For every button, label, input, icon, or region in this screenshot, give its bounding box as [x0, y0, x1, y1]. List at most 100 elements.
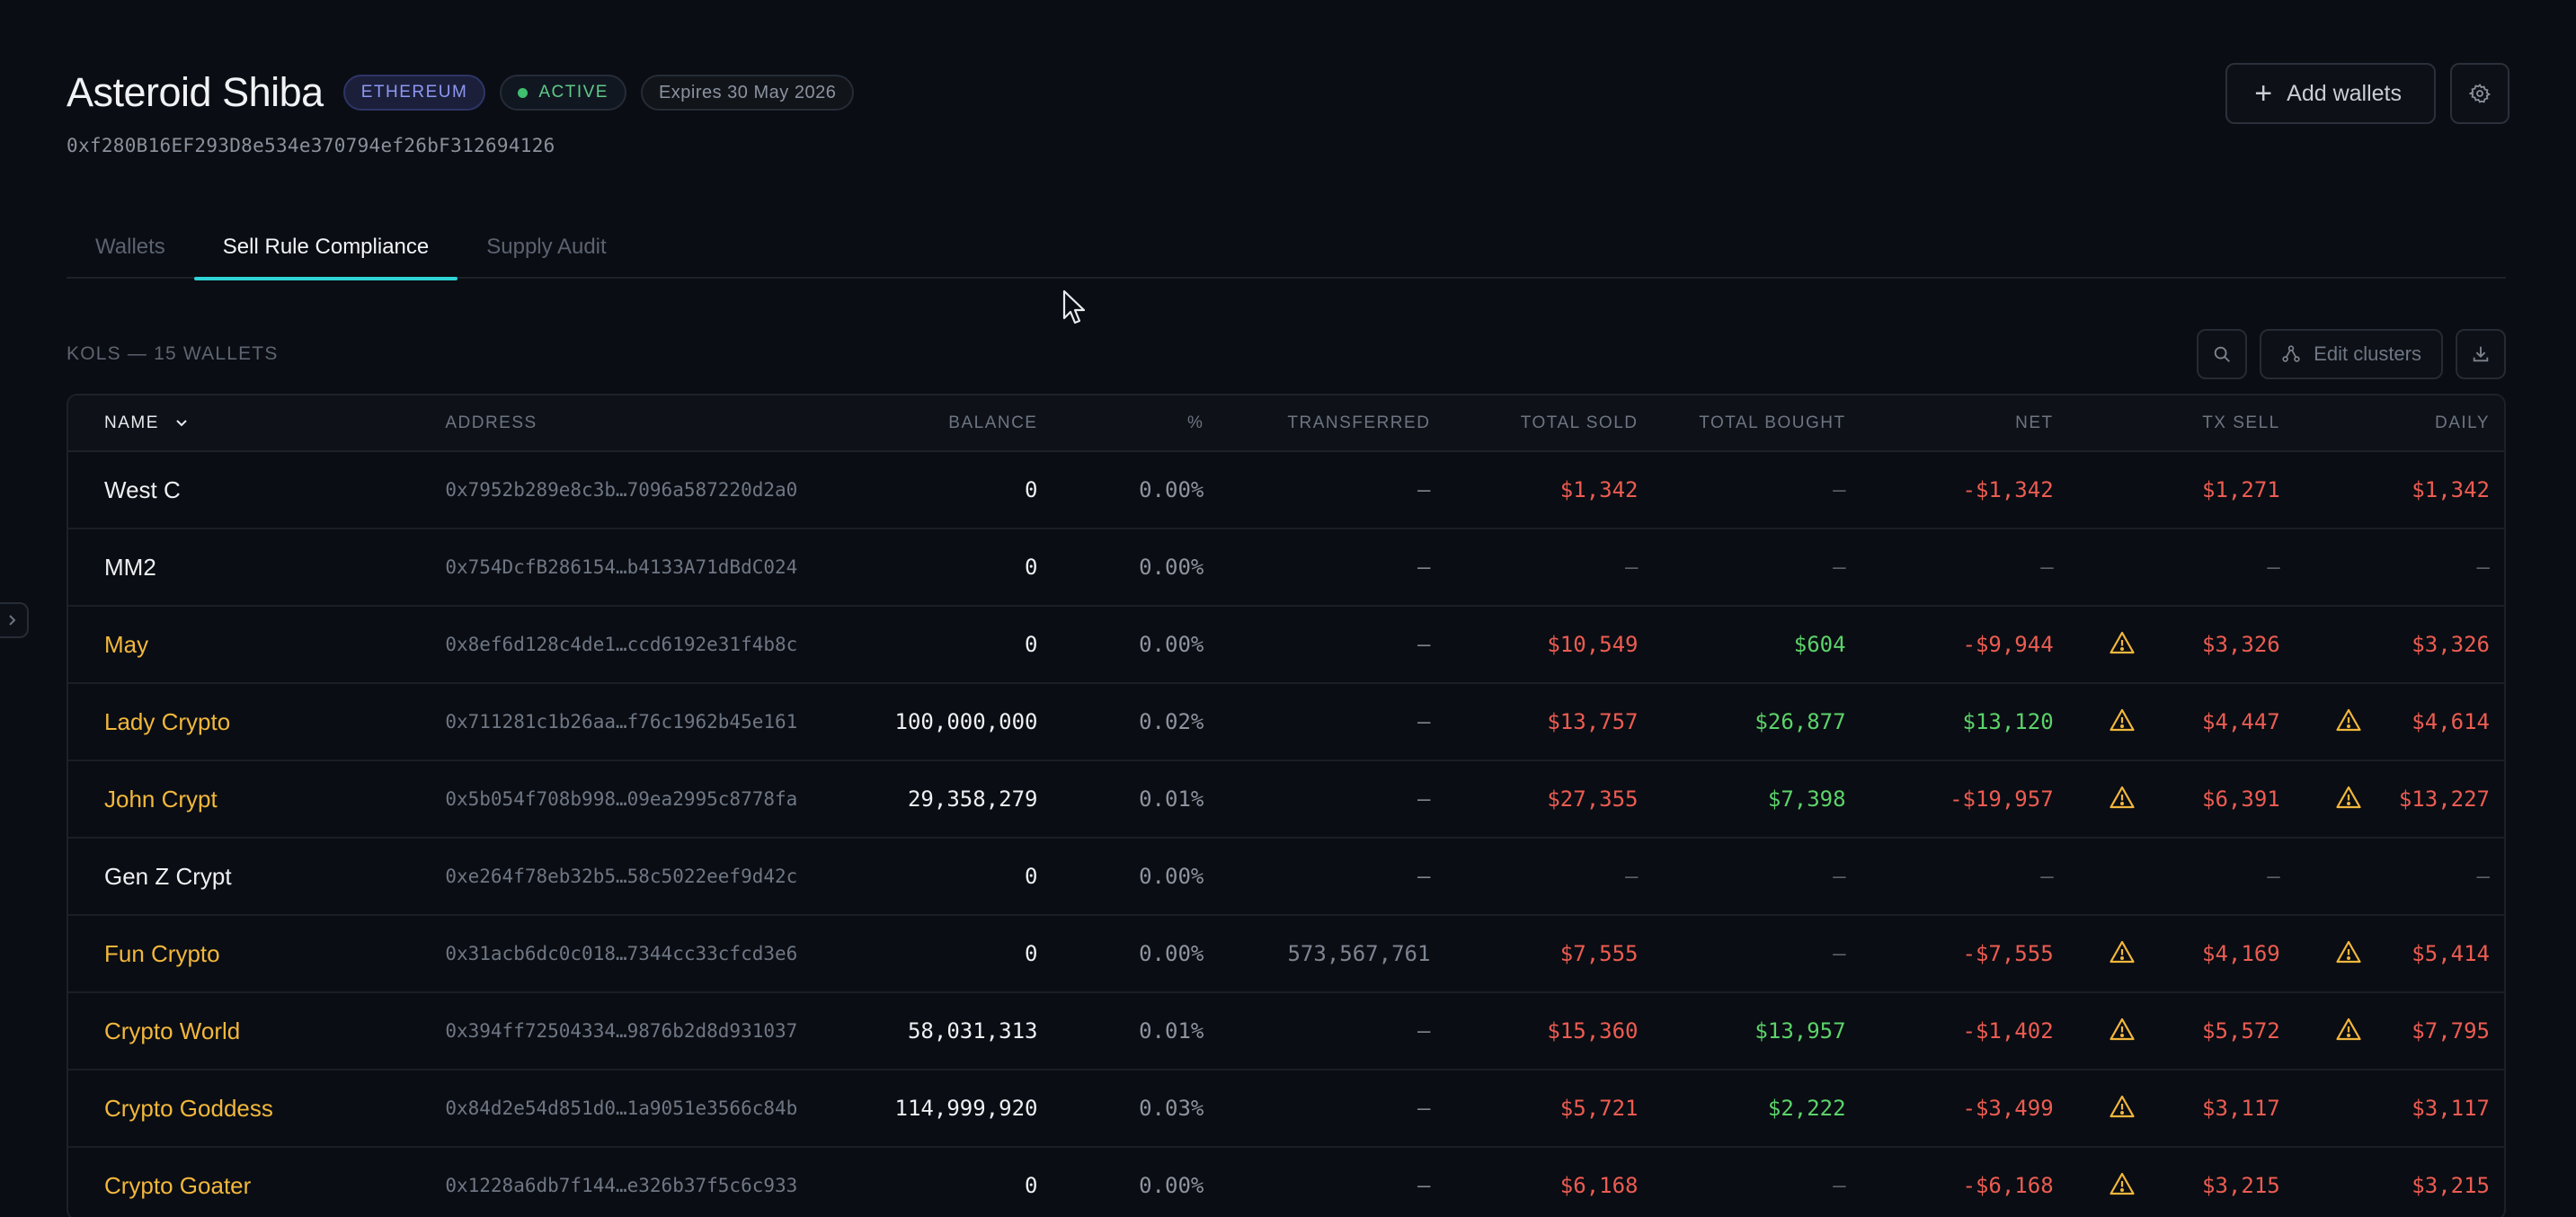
chevron-right-icon [9, 615, 16, 626]
percent-cell: 0.00% [1139, 1173, 1204, 1198]
wallet-address[interactable]: 0x5b054f708b998…09ea2995c8778fa [445, 788, 798, 810]
plus-icon: + [2254, 76, 2273, 111]
wallet-name[interactable]: John Crypt [104, 785, 218, 813]
tab-supply-audit[interactable]: Supply Audit [486, 235, 607, 259]
transferred-cell: — [1417, 632, 1431, 657]
wallet-name[interactable]: Crypto Goddess [104, 1094, 273, 1122]
table-row[interactable]: Crypto World 0x394ff72504334…9876b2d8d931… [68, 992, 2504, 1070]
column-header-address[interactable]: ADDRESS [431, 395, 828, 452]
percent-cell: 0.03% [1139, 1096, 1204, 1121]
search-button[interactable] [2197, 329, 2248, 379]
warning-icon [2336, 1017, 2361, 1041]
daily-cell: $7,795 [2295, 992, 2504, 1070]
total-sold-cell: $7,555 [1559, 941, 1639, 966]
warning-icon [2110, 1095, 2135, 1118]
daily-cell: $3,326 [2295, 606, 2504, 683]
wallet-address[interactable]: 0x84d2e54d851d0…1a9051e3566c84b [445, 1097, 798, 1119]
net-cell: $13,120 [1962, 709, 2054, 734]
table-row[interactable]: Crypto Goddess 0x84d2e54d851d0…1a9051e356… [68, 1070, 2504, 1147]
table-row[interactable]: John Crypt 0x5b054f708b998…09ea2995c8778f… [68, 760, 2504, 838]
add-wallets-label: Add wallets [2287, 80, 2402, 106]
transferred-cell: — [1417, 709, 1431, 734]
tab-bar: Wallets Sell Rule Compliance Supply Audi… [67, 216, 2506, 280]
column-header-net[interactable]: NET [1860, 395, 2068, 452]
table-row[interactable]: West C 0x7952b289e8c3b…7096a587220d2a0 0 0.… [68, 451, 2504, 529]
tx-sell-cell: $6,391 [2068, 760, 2295, 838]
column-header-name[interactable]: NAME [68, 395, 431, 452]
net-cell: -$1,402 [1962, 1018, 2054, 1044]
wallet-address[interactable]: 0x1228a6db7f144…e326b37f5c6c933 [445, 1175, 798, 1196]
total-bought-cell: — [1833, 477, 1846, 502]
wallet-name[interactable]: Crypto World [104, 1017, 241, 1044]
wallet-name[interactable]: MM2 [104, 553, 156, 581]
section-bar: KOLS — 15 WALLETS Edit clusters [67, 329, 2506, 379]
wallet-address[interactable]: 0x754DcfB286154…b4133A71dBdC024 [445, 556, 798, 578]
table-row[interactable]: May 0x8ef6d128c4de1…ccd6192e31f4b8c 0 0.00%… [68, 606, 2504, 683]
tab-wallets[interactable]: Wallets [95, 235, 165, 259]
transferred-cell: — [1417, 1096, 1431, 1121]
total-sold-cell: $27,355 [1547, 786, 1639, 812]
total-bought-cell: $13,957 [1754, 1018, 1846, 1044]
tab-sell-rule-compliance[interactable]: Sell Rule Compliance [193, 216, 458, 280]
daily-value: $3,215 [2412, 1173, 2490, 1198]
column-header-total-bought[interactable]: TOTAL BOUGHT [1652, 395, 1861, 452]
daily-cell: $4,614 [2295, 683, 2504, 760]
sidebar-expand-button[interactable] [0, 602, 29, 638]
daily-cell: $3,215 [2295, 1147, 2504, 1217]
transferred-cell: — [1417, 864, 1431, 889]
table-row[interactable]: Fun Crypto 0x31acb6dc0c018…7344cc33cfcd3e… [68, 915, 2504, 992]
table-row[interactable]: Lady Crypto 0x711281c1b26aa…f76c1962b45e1… [68, 683, 2504, 760]
daily-cell: $5,414 [2295, 915, 2504, 992]
percent-cell: 0.00% [1139, 632, 1204, 657]
table-row[interactable]: Crypto Goater 0x1228a6db7f144…e326b37f5c6… [68, 1147, 2504, 1217]
wallet-name[interactable]: Gen Z Crypt [104, 862, 232, 890]
net-cell: — [2040, 555, 2054, 580]
total-bought-cell: — [1833, 941, 1846, 966]
download-button[interactable] [2456, 329, 2506, 379]
wallet-address[interactable]: 0x711281c1b26aa…f76c1962b45e161 [445, 711, 798, 733]
balance-cell: 29,358,279 [907, 786, 1038, 812]
tx-sell-cell: $5,572 [2068, 992, 2295, 1070]
column-header-daily[interactable]: DAILY [2294, 395, 2504, 452]
balance-cell: 0 [1025, 864, 1038, 889]
column-header-total-sold[interactable]: TOTAL SOLD [1444, 395, 1653, 452]
total-sold-cell: $1,342 [1559, 477, 1639, 502]
daily-cell: — [2476, 555, 2490, 580]
section-label: KOLS — 15 WALLETS [67, 343, 279, 364]
percent-cell: 0.01% [1139, 786, 1204, 812]
table-row[interactable]: MM2 0x754DcfB286154…b4133A71dBdC024 0 0.00%… [68, 529, 2504, 606]
chevron-down-icon [175, 420, 187, 427]
percent-cell: 0.00% [1139, 864, 1204, 889]
wallet-address[interactable]: 0xe264f78eb32b5…58c5022eef9d42c [445, 866, 798, 887]
warning-icon [2110, 940, 2135, 964]
wallet-name[interactable]: West C [104, 475, 181, 503]
gear-icon [2469, 84, 2491, 103]
wallet-address[interactable]: 0x7952b289e8c3b…7096a587220d2a0 [445, 479, 798, 501]
add-wallets-button[interactable]: + Add wallets [2225, 63, 2436, 124]
total-sold-cell: $10,549 [1547, 632, 1639, 657]
edit-clusters-button[interactable]: Edit clusters [2260, 329, 2443, 379]
net-cell: -$1,342 [1962, 477, 2054, 502]
column-name-label: NAME [104, 413, 159, 432]
column-header-pct[interactable]: % [1052, 395, 1219, 452]
warning-icon [2336, 786, 2361, 809]
wallet-name[interactable]: May [104, 630, 149, 658]
download-icon [2473, 346, 2489, 362]
percent-cell: 0.02% [1139, 709, 1204, 734]
wallet-name[interactable]: Fun Crypto [104, 939, 220, 967]
daily-value: $5,414 [2412, 941, 2490, 966]
wallet-name[interactable]: Lady Crypto [104, 707, 231, 735]
percent-cell: 0.00% [1139, 555, 1204, 580]
wallet-address[interactable]: 0x31acb6dc0c018…7344cc33cfcd3e6 [445, 943, 798, 964]
column-header-tx-sell[interactable]: TX SELL [2067, 395, 2295, 452]
table-row[interactable]: Gen Z Crypt 0xe264f78eb32b5…58c5022eef9d4… [68, 838, 2504, 915]
column-header-balance[interactable]: BALANCE [827, 395, 1053, 452]
column-header-transferred[interactable]: TRANSFERRED [1218, 395, 1445, 452]
wallet-address[interactable]: 0x8ef6d128c4de1…ccd6192e31f4b8c [445, 634, 798, 655]
transferred-cell: — [1417, 1173, 1431, 1198]
settings-button[interactable] [2450, 63, 2509, 124]
wallet-address[interactable]: 0x394ff72504334…9876b2d8d931037 [445, 1020, 798, 1042]
expiry-badge: Expires 30 May 2026 [640, 75, 855, 111]
balance-cell: 0 [1025, 477, 1038, 502]
wallet-name[interactable]: Crypto Goater [104, 1171, 252, 1199]
